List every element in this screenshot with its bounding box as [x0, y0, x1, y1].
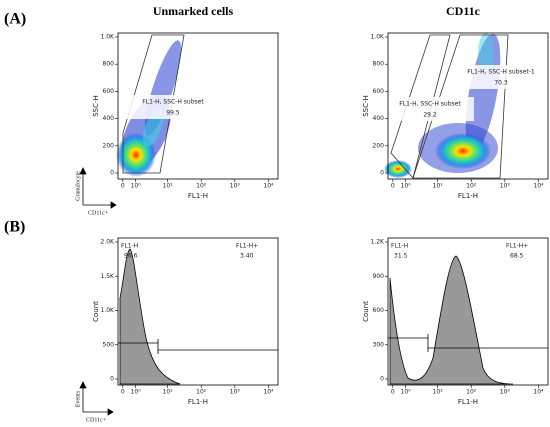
x-tick-label: 10² — [196, 183, 207, 190]
x-tick-label: 10³ — [230, 389, 241, 396]
x-tick-label: 10⁴ — [533, 183, 544, 190]
gate-name: FL1-H+ — [506, 243, 528, 250]
x-tick-label: 10⁴ — [533, 389, 544, 396]
y-tick-label: 0 — [110, 376, 114, 383]
y-tick-label: 1.0K — [101, 307, 116, 314]
gate-name: FL1-H — [391, 243, 408, 250]
y-tick-label: 600 — [103, 88, 115, 95]
x-tick-label: 10² — [466, 183, 477, 190]
y-axis-label: Count — [362, 301, 370, 322]
x-tick-label: 0 — [121, 389, 125, 396]
y-tick-label: 600 — [373, 307, 385, 314]
gate-value: 29.2 — [423, 112, 437, 119]
y-tick-label: 0 — [380, 376, 384, 383]
histogram — [388, 255, 548, 385]
gate-name: FL1-H, SSC-H subset-1 — [467, 69, 535, 76]
y-axis-label: SSC-H — [362, 95, 370, 117]
y-tick-label: 400 — [103, 115, 115, 122]
y-tick-label: 500 — [103, 341, 115, 348]
panel-label: (B) — [4, 219, 25, 236]
x-tick-label: 10⁰ — [401, 183, 412, 190]
x-tick-label: 10² — [196, 389, 207, 396]
y-tick-label: 1.0K — [101, 34, 116, 41]
x-axis-label: FL1-H — [188, 192, 208, 200]
x-axis-label: FL1-H — [458, 192, 478, 200]
gate-name: FL1-H, SSC-H subset — [399, 101, 461, 108]
y-tick-label: 0 — [380, 170, 384, 177]
gate-value: 99.5 — [166, 110, 180, 117]
plot-frame — [117, 237, 279, 386]
x-tick-label: 10³ — [500, 183, 511, 190]
axis-key-label: CD11c+ — [88, 210, 109, 216]
y-tick-label: 1.0K — [371, 34, 386, 41]
y-tick-label: 900 — [373, 273, 385, 280]
x-tick-label: 10³ — [500, 389, 511, 396]
plot-frame — [117, 32, 279, 180]
histogram — [118, 248, 278, 385]
x-tick-label: 0 — [121, 183, 125, 190]
plot-frame — [387, 32, 549, 180]
gate-name: FL1-H — [121, 243, 138, 250]
panel-title: CD11c — [446, 4, 481, 18]
dot-plot — [116, 34, 220, 177]
gate-name: FL1-H, SSC-H subset — [142, 99, 204, 106]
x-tick-label: 10⁰ — [131, 389, 142, 396]
y-tick-label: 300 — [373, 341, 385, 348]
y-tick-label: 1.2K — [371, 239, 386, 246]
x-tick-label: 0 — [391, 183, 395, 190]
x-tick-label: 10⁴ — [263, 389, 274, 396]
x-axis-label: FL1-H — [188, 398, 208, 406]
x-tick-label: 10⁴ — [263, 183, 274, 190]
y-tick-label: 800 — [103, 61, 115, 68]
axis-key — [79, 167, 117, 416]
x-tick-label: 10² — [466, 389, 477, 396]
gate-value: 70.3 — [494, 80, 508, 87]
y-tick-label: 800 — [373, 61, 385, 68]
y-axis-label: Count — [92, 301, 100, 322]
x-axis-label: FL1-H — [458, 398, 478, 406]
plot-frame — [387, 237, 549, 386]
dot-plot — [384, 33, 548, 179]
gate-name: FL1-H+ — [236, 243, 258, 250]
x-tick-label: 10¹ — [433, 389, 444, 396]
y-tick-label: 2.0K — [101, 239, 116, 246]
panel-label: (A) — [4, 11, 26, 28]
y-tick-label: 0 — [110, 170, 114, 177]
axis-key-label: Events — [75, 390, 81, 407]
y-axis-label: SSC-H — [92, 95, 100, 117]
gate-value: 31.5 — [394, 253, 408, 260]
x-tick-label: 10³ — [230, 183, 241, 190]
panel-title: Unmarked cells — [153, 4, 234, 18]
x-tick-label: 10¹ — [433, 183, 444, 190]
y-tick-label: 600 — [373, 88, 385, 95]
y-tick-label: 200 — [103, 142, 115, 149]
gate-value: 3.40 — [240, 253, 254, 260]
gate-value: 96.6 — [124, 253, 138, 260]
x-tick-label: 10¹ — [163, 183, 174, 190]
axis-key-label: Granulocyte — [75, 171, 81, 201]
y-tick-label: 1.5K — [101, 273, 116, 280]
axis-key-label: CD11c+ — [86, 417, 107, 423]
x-tick-label: 10⁰ — [131, 183, 142, 190]
y-tick-label: 400 — [373, 115, 385, 122]
y-tick-label: 200 — [373, 142, 385, 149]
x-tick-label: 10⁰ — [401, 389, 412, 396]
gate-value: 68.5 — [510, 253, 524, 260]
x-tick-label: 0 — [391, 389, 395, 396]
x-tick-label: 10¹ — [163, 389, 174, 396]
